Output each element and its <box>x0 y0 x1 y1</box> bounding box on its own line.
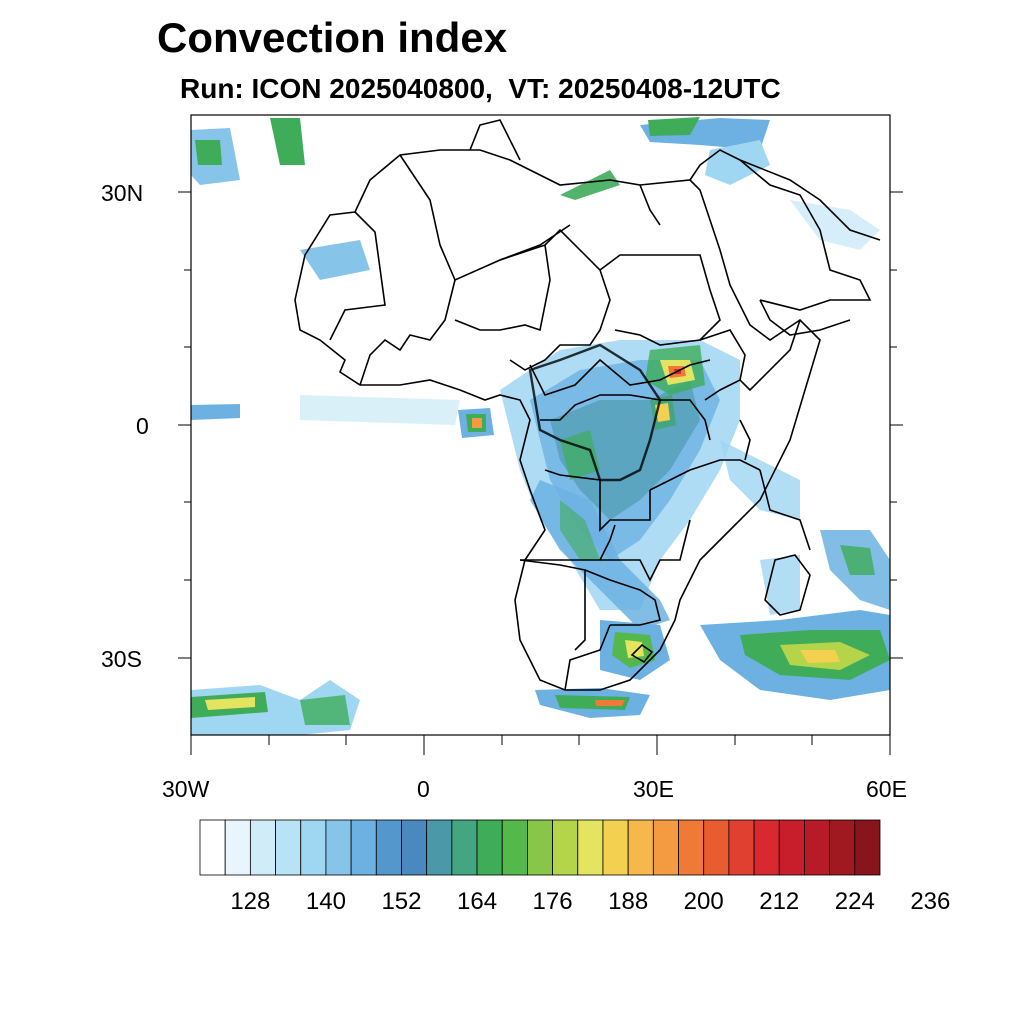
colorbar-swatch <box>375 819 402 876</box>
colorbar-swatch <box>854 819 881 876</box>
colorbar-swatch <box>249 819 276 876</box>
colorbar-swatch <box>275 819 302 876</box>
colorbar-swatch <box>527 819 553 876</box>
colorbar-tick-label: 176 <box>532 888 573 915</box>
chart-title: Convection index <box>157 14 508 61</box>
colorbar-tick-label: 152 <box>381 888 422 915</box>
colorbar <box>199 819 881 876</box>
lat-label-0: 0 <box>136 413 149 439</box>
colorbar-swatch <box>426 819 453 876</box>
lon-label-30e: 30E <box>633 776 674 802</box>
lon-label-0: 0 <box>417 776 430 802</box>
colorbar-swatch <box>501 819 528 876</box>
colorbar-swatch <box>753 819 780 876</box>
colorbar-tick-label: 224 <box>834 888 875 915</box>
chart-subtitle: Run: ICON 2025040800, VT: 20250408-12UTC <box>180 73 781 104</box>
colorbar-swatch <box>652 819 679 876</box>
colorbar-swatch <box>804 819 831 876</box>
country-borders <box>294 119 881 691</box>
colorbar-swatch <box>829 819 856 876</box>
emphasized-borders <box>528 343 662 482</box>
colorbar-swatch <box>451 819 478 876</box>
colorbar-tick-label: 236 <box>910 888 951 915</box>
colorbar-swatch <box>602 819 629 876</box>
colorbar-swatch <box>627 819 654 876</box>
colorbar-swatch <box>703 819 730 876</box>
colorbar-swatch <box>476 819 503 876</box>
lon-ticks <box>190 735 891 755</box>
colorbar-swatch <box>678 819 705 876</box>
colorbar-swatch <box>728 819 755 876</box>
colorbar-tick-label: 128 <box>230 888 271 915</box>
colorbar-tick-label: 188 <box>608 888 649 915</box>
lat-ticks <box>178 191 903 659</box>
colorbar-swatch <box>778 819 805 876</box>
colorbar-tick-label: 140 <box>305 888 346 915</box>
colorbar-swatch <box>401 819 428 876</box>
lon-label-60e: 60E <box>866 776 907 802</box>
colorbar-swatch <box>224 819 251 876</box>
convection-field <box>191 117 890 735</box>
lon-label-30w: 30W <box>162 776 210 802</box>
colorbar-tick-label: 212 <box>759 888 800 915</box>
colorbar-swatch <box>300 819 327 876</box>
lat-label-30s: 30S <box>101 646 142 672</box>
colorbar-tick-label: 164 <box>457 888 498 915</box>
colorbar-swatch <box>577 819 604 876</box>
colorbar-swatch <box>552 819 579 876</box>
colorbar-swatch <box>199 819 226 876</box>
colorbar-swatch <box>325 819 352 876</box>
colorbar-swatch <box>350 819 377 876</box>
colorbar-tick-label: 200 <box>683 888 724 915</box>
lat-label-30n: 30N <box>101 180 144 206</box>
